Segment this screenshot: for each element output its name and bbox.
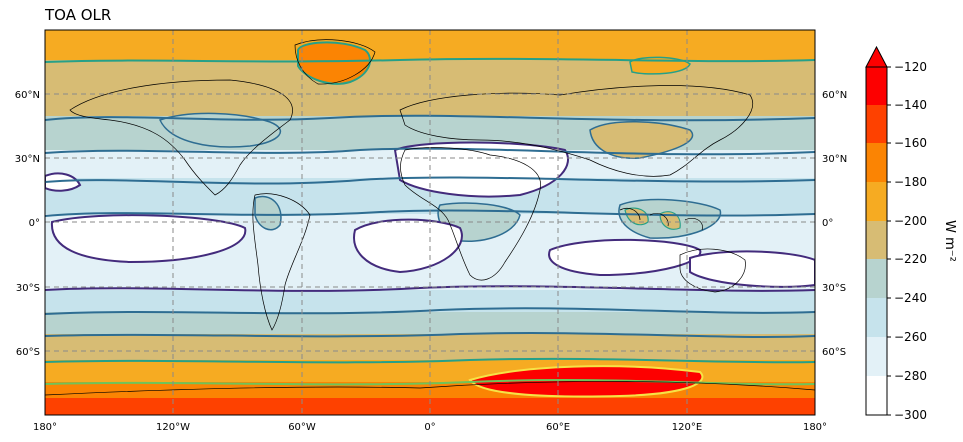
colorbar-tick-label: −240	[894, 291, 927, 305]
lat-label-30n: 30°N	[15, 154, 40, 165]
colorbar-segment-280-260	[866, 337, 887, 376]
map-frame	[44, 29, 816, 416]
lon-label-120w: 120°W	[156, 422, 190, 433]
east-pacific-clear-region	[50, 214, 247, 264]
colorbar-tick-label: −220	[894, 252, 927, 266]
lon-label-60e: 60°E	[546, 422, 570, 433]
colorbar-tick-label: −260	[894, 330, 927, 344]
colorbar-tick-label: −120	[894, 60, 927, 74]
lon-label-180e: 180°	[803, 422, 827, 433]
colorbar-segment-300-280	[866, 376, 887, 415]
colorbar-segment-140-120	[866, 67, 887, 105]
map-gridlines	[45, 30, 815, 415]
coast-australia	[679, 248, 746, 293]
amazon-patch	[254, 195, 282, 231]
olr-contour-lines	[45, 57, 815, 386]
colorbar-segment-180-160	[866, 143, 887, 182]
coast-eurasia	[399, 85, 753, 177]
lat-label-60n-right: 60°N	[822, 90, 847, 101]
colorbar-tick-label: −180	[894, 175, 927, 189]
colorbar-segment-200-180	[866, 182, 887, 221]
coast-antarctica	[45, 381, 815, 396]
lon-label-60w: 60°W	[288, 422, 316, 433]
lon-label-180w: 180°	[33, 422, 57, 433]
map-area	[45, 30, 815, 415]
colorbar-tick-label: −200	[894, 214, 927, 228]
south-atlantic-clear-region	[353, 218, 463, 274]
lat-label-30s: 30°S	[16, 283, 40, 294]
sahara-arabia-clear-region	[393, 141, 569, 198]
lat-label-60s: 60°S	[16, 347, 40, 358]
colorbar-extend-max-arrow	[865, 45, 888, 68]
coast-north-america	[69, 79, 293, 196]
coast-africa	[400, 147, 541, 281]
lon-labels: 180° 120°W 60°W 0° 60°E 120°E 180°	[33, 422, 827, 433]
lon-label-0: 0°	[424, 422, 435, 433]
south-pacific-clear-region	[689, 250, 815, 288]
colorbar-segment-220-200	[866, 221, 887, 259]
lat-label-60s-right: 60°S	[822, 347, 846, 358]
lat-label-30n-right: 30°N	[822, 154, 847, 165]
colorbar-segment-260-240	[866, 298, 887, 337]
colorbar-tick-label: −140	[894, 98, 927, 112]
coast-south-america	[252, 193, 311, 331]
coastlines	[45, 39, 815, 396]
band-antarctic-red	[45, 398, 815, 415]
colorbar-frame	[865, 66, 888, 416]
greenland-patch	[297, 41, 371, 85]
colorbar-tick-labels: −300 −280 −260 −240 −220 −200 −180 −160 …	[894, 60, 927, 422]
lat-label-30s-right: 30°S	[822, 283, 846, 294]
colorbar-segment-160-140	[866, 105, 887, 143]
colorbar-ticks	[887, 66, 891, 416]
map-title: TOA OLR	[45, 6, 112, 24]
colorbar-segment-240-220	[866, 259, 887, 298]
lat-labels-left: 60°N 30°N 0° 30°S 60°S	[15, 90, 40, 358]
lat-label-0: 0°	[29, 218, 40, 229]
colorbar-tick-label: −280	[894, 369, 927, 383]
north-america-patch	[158, 112, 282, 148]
colorbar-unit-label: W m⁻²	[942, 220, 957, 262]
lat-label-60n: 60°N	[15, 90, 40, 101]
colorbar: −300 −280 −260 −240 −220 −200 −180 −160 …	[865, 45, 957, 422]
lat-label-0-right: 0°	[822, 218, 833, 229]
colorbar-tick-label: −300	[894, 408, 927, 422]
north-pacific-clear-region	[45, 172, 82, 192]
lon-label-120e: 120°E	[672, 422, 702, 433]
colorbar-tick-label: −160	[894, 136, 927, 150]
olr-regional-patches	[45, 41, 815, 398]
lat-labels-right: 60°N 30°N 0° 30°S 60°S	[822, 90, 847, 358]
